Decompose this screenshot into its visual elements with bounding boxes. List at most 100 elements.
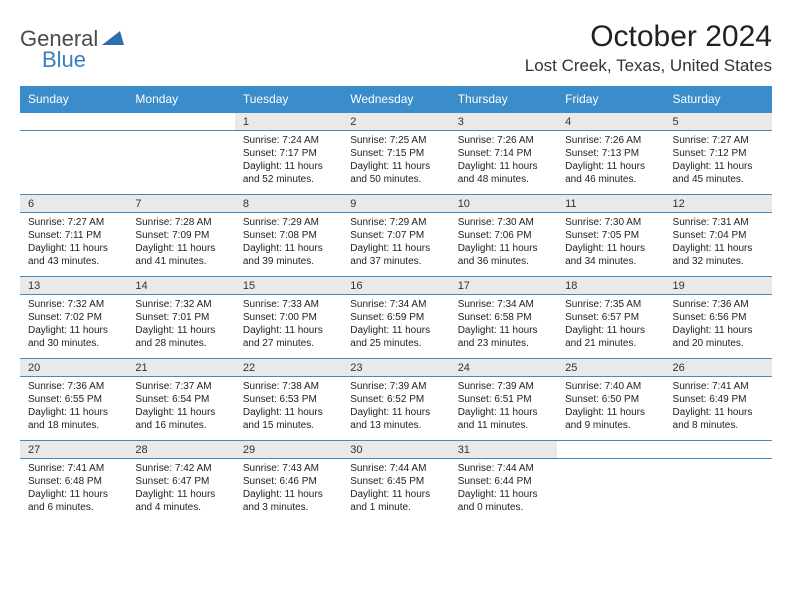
date-details: Sunrise: 7:33 AMSunset: 7:00 PMDaylight:… <box>235 295 342 359</box>
detail-line: Sunrise: 7:29 AM <box>350 216 441 229</box>
detail-line: Sunset: 7:07 PM <box>350 229 441 242</box>
week-detail-row: Sunrise: 7:36 AMSunset: 6:55 PMDaylight:… <box>20 377 772 441</box>
detail-line: Sunset: 6:57 PM <box>565 311 656 324</box>
date-details: Sunrise: 7:44 AMSunset: 6:45 PMDaylight:… <box>342 459 449 523</box>
detail-line: Sunrise: 7:27 AM <box>28 216 119 229</box>
date-number: 11 <box>557 195 664 213</box>
detail-line: Sunset: 7:05 PM <box>565 229 656 242</box>
detail-line: Daylight: 11 hours <box>243 242 334 255</box>
detail-line: Sunset: 7:00 PM <box>243 311 334 324</box>
detail-line: and 41 minutes. <box>135 255 226 268</box>
detail-line: and 27 minutes. <box>243 337 334 350</box>
date-details: Sunrise: 7:29 AMSunset: 7:07 PMDaylight:… <box>342 213 449 277</box>
detail-line: Sunset: 7:08 PM <box>243 229 334 242</box>
detail-line: Daylight: 11 hours <box>28 488 119 501</box>
date-details: Sunrise: 7:30 AMSunset: 7:05 PMDaylight:… <box>557 213 664 277</box>
date-details <box>557 459 664 523</box>
day-header-wed: Wednesday <box>342 86 449 113</box>
week-detail-row: Sunrise: 7:32 AMSunset: 7:02 PMDaylight:… <box>20 295 772 359</box>
detail-line: Daylight: 11 hours <box>135 242 226 255</box>
detail-line: Daylight: 11 hours <box>350 242 441 255</box>
detail-line: Daylight: 11 hours <box>565 324 656 337</box>
detail-line: Sunrise: 7:39 AM <box>350 380 441 393</box>
detail-line: Sunset: 6:45 PM <box>350 475 441 488</box>
detail-line: Daylight: 11 hours <box>350 160 441 173</box>
detail-line: Sunrise: 7:26 AM <box>565 134 656 147</box>
detail-line: and 6 minutes. <box>28 501 119 514</box>
calendar-body: 12345Sunrise: 7:24 AMSunset: 7:17 PMDayl… <box>20 113 772 523</box>
date-number: 25 <box>557 359 664 377</box>
date-number: 21 <box>127 359 234 377</box>
detail-line: and 16 minutes. <box>135 419 226 432</box>
detail-line: and 21 minutes. <box>565 337 656 350</box>
detail-line: Sunset: 6:58 PM <box>458 311 549 324</box>
week-detail-row: Sunrise: 7:24 AMSunset: 7:17 PMDaylight:… <box>20 131 772 195</box>
detail-line: and 52 minutes. <box>243 173 334 186</box>
day-header-thu: Thursday <box>450 86 557 113</box>
detail-line: and 18 minutes. <box>28 419 119 432</box>
detail-line: and 45 minutes. <box>673 173 764 186</box>
detail-line: and 8 minutes. <box>673 419 764 432</box>
detail-line: Sunset: 7:11 PM <box>28 229 119 242</box>
detail-line: and 13 minutes. <box>350 419 441 432</box>
date-number: 17 <box>450 277 557 295</box>
detail-line: Daylight: 11 hours <box>243 324 334 337</box>
date-details: Sunrise: 7:41 AMSunset: 6:49 PMDaylight:… <box>665 377 772 441</box>
date-number: 29 <box>235 441 342 459</box>
date-number: 6 <box>20 195 127 213</box>
date-number <box>557 441 664 459</box>
detail-line: Sunrise: 7:30 AM <box>458 216 549 229</box>
date-number: 8 <box>235 195 342 213</box>
date-number: 15 <box>235 277 342 295</box>
detail-line: Sunset: 7:02 PM <box>28 311 119 324</box>
date-number: 16 <box>342 277 449 295</box>
date-details: Sunrise: 7:39 AMSunset: 6:52 PMDaylight:… <box>342 377 449 441</box>
date-number: 9 <box>342 195 449 213</box>
date-number: 19 <box>665 277 772 295</box>
detail-line: Sunrise: 7:43 AM <box>243 462 334 475</box>
date-details: Sunrise: 7:40 AMSunset: 6:50 PMDaylight:… <box>557 377 664 441</box>
detail-line: Daylight: 11 hours <box>243 160 334 173</box>
detail-line: Sunset: 6:52 PM <box>350 393 441 406</box>
detail-line: Sunset: 7:15 PM <box>350 147 441 160</box>
title-block: October 2024 Lost Creek, Texas, United S… <box>525 20 772 76</box>
detail-line: Daylight: 11 hours <box>243 406 334 419</box>
header-row: General October 2024 Lost Creek, Texas, … <box>20 20 772 76</box>
detail-line: Sunrise: 7:25 AM <box>350 134 441 147</box>
date-number: 4 <box>557 113 664 131</box>
date-number: 10 <box>450 195 557 213</box>
detail-line: and 3 minutes. <box>243 501 334 514</box>
detail-line: Sunrise: 7:41 AM <box>673 380 764 393</box>
detail-line: and 1 minute. <box>350 501 441 514</box>
detail-line: Daylight: 11 hours <box>458 242 549 255</box>
date-number: 7 <box>127 195 234 213</box>
detail-line: Sunset: 6:51 PM <box>458 393 549 406</box>
detail-line: Sunset: 7:17 PM <box>243 147 334 160</box>
detail-line: Daylight: 11 hours <box>673 160 764 173</box>
detail-line: Daylight: 11 hours <box>28 406 119 419</box>
date-details: Sunrise: 7:38 AMSunset: 6:53 PMDaylight:… <box>235 377 342 441</box>
week-date-row: 2728293031 <box>20 441 772 459</box>
date-number: 28 <box>127 441 234 459</box>
detail-line: Sunset: 6:59 PM <box>350 311 441 324</box>
detail-line: Sunrise: 7:27 AM <box>673 134 764 147</box>
date-number: 14 <box>127 277 234 295</box>
logo-triangle-icon <box>102 29 124 50</box>
date-number: 5 <box>665 113 772 131</box>
date-details: Sunrise: 7:30 AMSunset: 7:06 PMDaylight:… <box>450 213 557 277</box>
detail-line: Daylight: 11 hours <box>458 488 549 501</box>
date-details: Sunrise: 7:27 AMSunset: 7:11 PMDaylight:… <box>20 213 127 277</box>
date-number: 2 <box>342 113 449 131</box>
date-details: Sunrise: 7:34 AMSunset: 6:58 PMDaylight:… <box>450 295 557 359</box>
week-detail-row: Sunrise: 7:41 AMSunset: 6:48 PMDaylight:… <box>20 459 772 523</box>
detail-line: Daylight: 11 hours <box>135 324 226 337</box>
date-details: Sunrise: 7:44 AMSunset: 6:44 PMDaylight:… <box>450 459 557 523</box>
date-number <box>20 113 127 131</box>
detail-line: Daylight: 11 hours <box>673 324 764 337</box>
detail-line: and 50 minutes. <box>350 173 441 186</box>
logo-blue-wrap: Blue <box>42 47 86 73</box>
detail-line: Daylight: 11 hours <box>135 406 226 419</box>
week-date-row: 13141516171819 <box>20 277 772 295</box>
detail-line: and 30 minutes. <box>28 337 119 350</box>
detail-line: Sunrise: 7:39 AM <box>458 380 549 393</box>
